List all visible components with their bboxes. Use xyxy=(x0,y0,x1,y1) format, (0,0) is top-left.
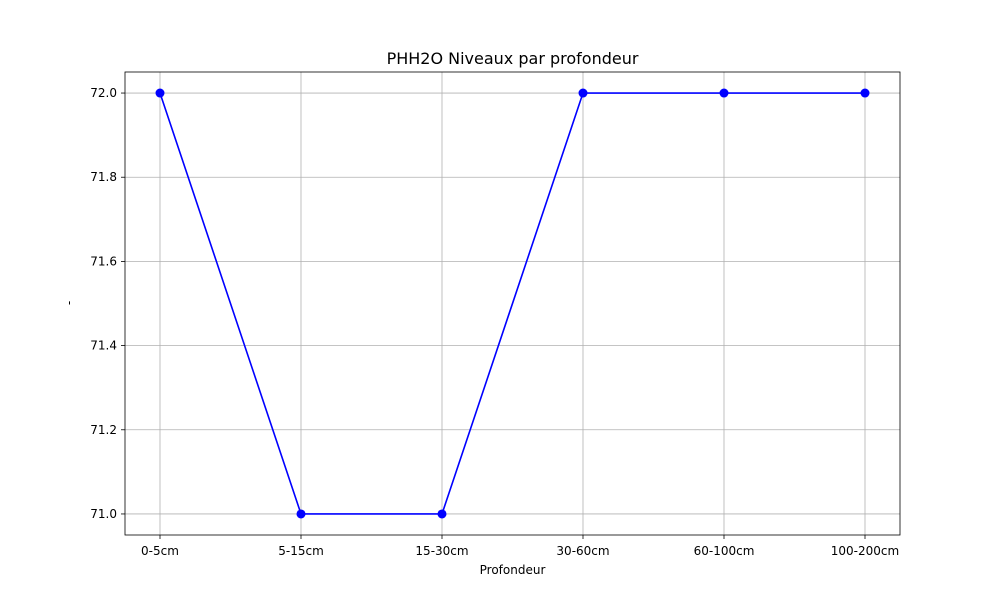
x-tick-label: 30-60cm xyxy=(556,544,609,558)
chart-title: PHH2O Niveaux par profondeur xyxy=(387,49,639,68)
plot-frame xyxy=(124,71,901,536)
data-point xyxy=(578,88,588,98)
data-point xyxy=(860,88,870,98)
x-tick-label: 15-30cm xyxy=(415,544,468,558)
y-axis-label: - xyxy=(62,301,76,305)
series-line xyxy=(159,92,865,515)
y-tick-label: 71.4 xyxy=(90,339,117,353)
data-series xyxy=(155,88,870,519)
y-tick-label: 71.8 xyxy=(90,170,117,184)
x-tick-label: 0-5cm xyxy=(141,544,179,558)
x-tick-label: 5-15cm xyxy=(278,544,324,558)
data-point xyxy=(296,509,306,519)
y-tick-label: 71.6 xyxy=(90,254,117,268)
x-tick-label: 60-100cm xyxy=(694,544,755,558)
x-axis-label: Profondeur xyxy=(480,563,546,577)
data-point xyxy=(437,509,447,519)
data-point xyxy=(719,88,729,98)
y-tick-label: 71.2 xyxy=(90,423,117,437)
y-tick-label: 71.0 xyxy=(90,507,117,521)
x-tick-label: 100-200cm xyxy=(831,544,899,558)
data-point xyxy=(155,88,165,98)
grid xyxy=(125,72,900,535)
y-tick-label: 72.0 xyxy=(90,86,117,100)
axis-ticks: 0-5cm 5-15cm 15-30cm 30-60cm 60-100cm 100-200… xyxy=(90,86,899,558)
